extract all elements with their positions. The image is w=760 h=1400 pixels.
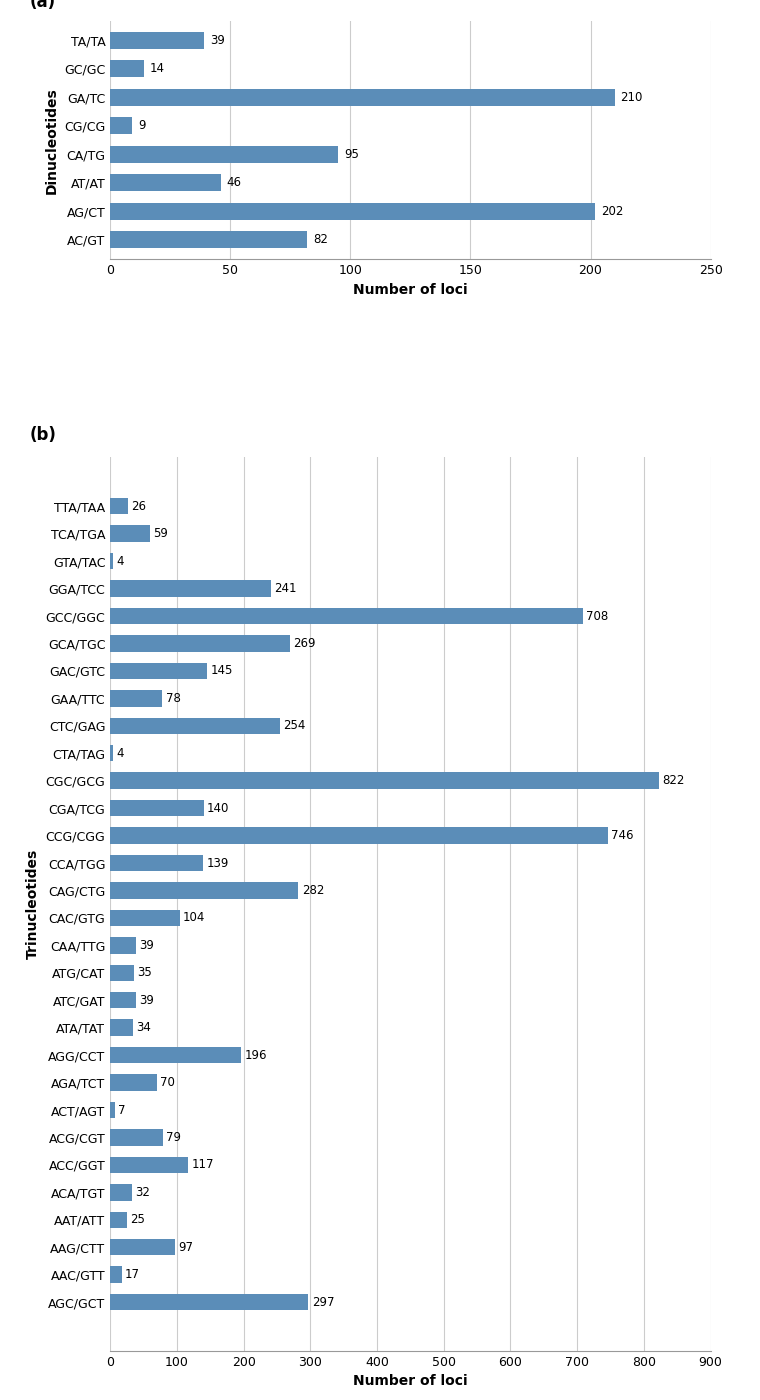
Text: 104: 104 [183,911,205,924]
Text: 70: 70 [160,1077,175,1089]
Text: 7: 7 [119,1103,125,1117]
Bar [110,1294,309,1310]
Text: 140: 140 [207,802,230,815]
Bar [110,1156,188,1173]
Bar [110,1130,163,1145]
Bar [110,799,204,816]
Text: 95: 95 [344,148,359,161]
Text: 39: 39 [140,939,154,952]
Text: 202: 202 [601,204,624,218]
Text: 4: 4 [116,554,124,567]
Text: 254: 254 [283,720,306,732]
Bar [110,553,113,570]
Bar [110,993,136,1008]
Bar [110,1267,122,1282]
Text: 145: 145 [211,665,233,678]
Bar [110,965,134,981]
Bar [110,1019,133,1036]
X-axis label: Number of loci: Number of loci [353,283,467,297]
Text: 4: 4 [116,746,124,760]
Text: 82: 82 [313,234,328,246]
Bar [110,231,307,248]
Bar [110,203,595,220]
Text: 97: 97 [179,1240,193,1254]
Bar [110,745,113,762]
Bar [110,718,280,734]
Bar [110,855,203,871]
Text: 32: 32 [135,1186,150,1198]
Text: 708: 708 [586,609,608,623]
Text: 26: 26 [131,500,146,512]
Bar [110,525,150,542]
Bar [110,1102,115,1119]
Text: 35: 35 [137,966,152,980]
Text: 39: 39 [140,994,154,1007]
Bar [110,1239,175,1256]
Bar [110,581,271,596]
Bar [110,910,179,927]
Text: 79: 79 [166,1131,181,1144]
Text: 196: 196 [244,1049,267,1061]
Bar [110,690,162,707]
Text: 46: 46 [226,176,242,189]
Y-axis label: Dinucleotides: Dinucleotides [45,87,59,193]
Text: 59: 59 [153,528,168,540]
Text: 117: 117 [192,1158,214,1172]
Text: (a): (a) [29,0,55,11]
Text: 822: 822 [662,774,684,787]
Text: 17: 17 [125,1268,140,1281]
Bar [110,608,582,624]
Text: 9: 9 [138,119,145,133]
Bar [110,88,615,106]
Bar [110,636,290,651]
Text: 139: 139 [206,857,229,869]
Text: 14: 14 [150,63,165,76]
Bar [110,146,338,162]
Text: 34: 34 [136,1021,151,1035]
Text: 210: 210 [621,91,643,104]
Bar [110,1047,241,1064]
Text: 269: 269 [293,637,315,650]
Text: 282: 282 [302,883,324,897]
Text: 78: 78 [166,692,180,704]
Bar [110,773,659,790]
Bar [110,937,136,953]
Bar [110,60,144,77]
Bar [110,1184,131,1201]
Bar [110,1074,157,1091]
Y-axis label: Trinucleotides: Trinucleotides [26,848,40,959]
Bar [110,882,299,899]
Bar [110,118,131,134]
Bar [110,32,204,49]
Bar [110,662,207,679]
Bar [110,1211,127,1228]
Bar [110,175,220,192]
Text: 297: 297 [312,1295,334,1309]
Text: (b): (b) [29,426,56,444]
Text: 39: 39 [210,34,225,46]
Text: 746: 746 [611,829,634,841]
Text: 25: 25 [130,1214,145,1226]
Bar [110,498,128,514]
X-axis label: Number of loci: Number of loci [353,1375,467,1389]
Text: 241: 241 [274,582,297,595]
Bar [110,827,608,844]
